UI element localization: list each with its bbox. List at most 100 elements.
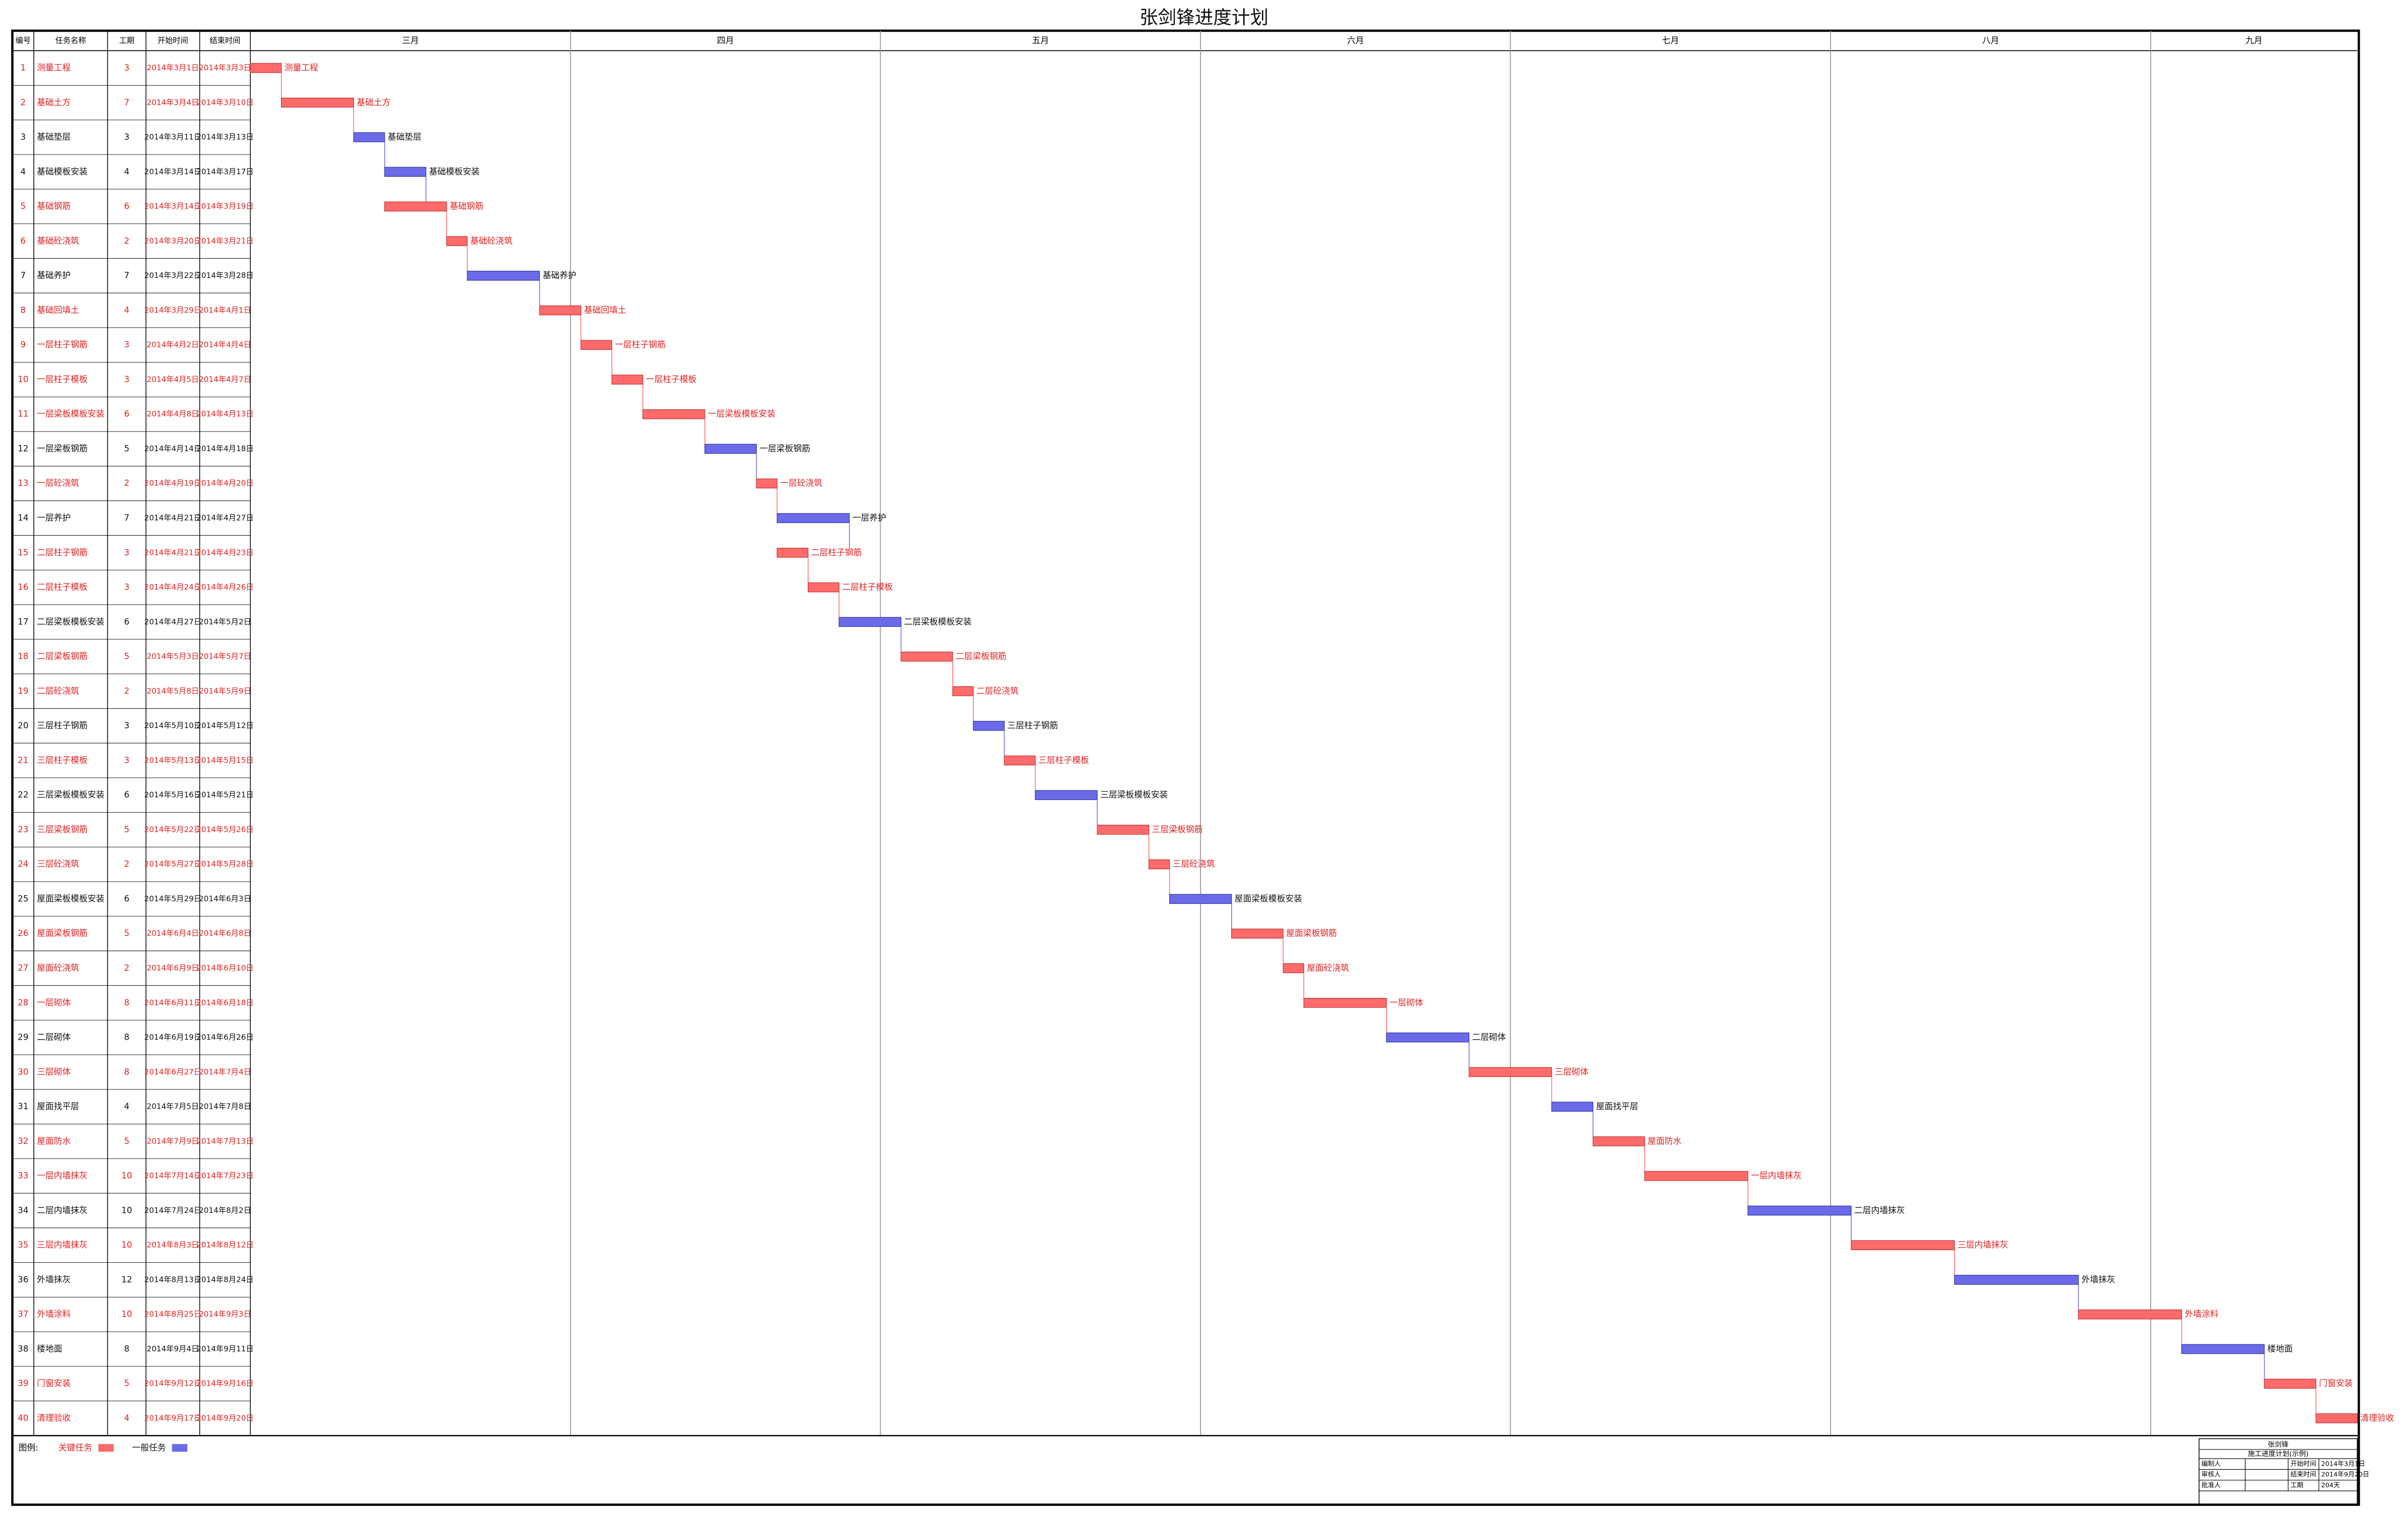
task-start: 2014年3月29日: [144, 306, 201, 315]
task-id: 32: [18, 1136, 28, 1146]
bar-label: 一层梁板模板安装: [708, 409, 775, 419]
task-start: 2014年3月14日: [144, 202, 201, 211]
task-duration: 2: [124, 236, 129, 246]
task-id: 1: [21, 62, 26, 73]
task-duration: 6: [124, 616, 129, 626]
task-bar: [1303, 998, 1387, 1008]
task-end: 2014年9月16日: [196, 1379, 254, 1388]
info-box: [2199, 1438, 2358, 1505]
task-start: 2014年4月24日: [144, 583, 201, 592]
legend-swatch: [98, 1444, 114, 1452]
bar-label: 二层梁板模板安装: [904, 616, 971, 626]
month-label: 八月: [1982, 35, 1999, 45]
task-name: 门窗安装: [37, 1378, 70, 1388]
task-bar: [2264, 1379, 2316, 1389]
task-bar: [353, 132, 385, 142]
info-cell: 开始时间: [2291, 1460, 2316, 1468]
bar-label: 门窗安装: [2319, 1378, 2353, 1388]
task-start: 2014年5月13日: [144, 756, 201, 765]
task-name: 屋面防水: [37, 1136, 70, 1146]
bar-label: 二层柱子钢筋: [811, 547, 862, 557]
task-id: 15: [18, 547, 28, 557]
task-duration: 7: [124, 270, 129, 280]
info-owner: 张剑锋: [2268, 1441, 2289, 1449]
task-start: 2014年3月1日: [147, 63, 199, 73]
task-duration: 6: [124, 201, 129, 211]
task-end: 2014年3月21日: [196, 236, 254, 245]
task-name: 基础钢筋: [37, 201, 70, 211]
task-name: 楼地面: [37, 1343, 62, 1353]
task-duration: 5: [124, 928, 129, 938]
month-label: 七月: [1662, 35, 1679, 45]
bar-label: 外墙抹灰: [2082, 1274, 2115, 1284]
task-name: 二层柱子模板: [37, 582, 88, 592]
info-cell: 204天: [2321, 1482, 2340, 1489]
task-name: 基础土方: [37, 97, 70, 107]
task-end: 2014年7月23日: [196, 1171, 254, 1180]
bar-label: 三层梁板模板安装: [1100, 789, 1168, 800]
chart-title: 张剑锋进度计划: [1140, 7, 1268, 28]
task-start: 2014年5月29日: [144, 894, 201, 903]
task-duration: 3: [124, 547, 129, 557]
task-duration: 3: [124, 720, 129, 731]
task-name: 外墙抹灰: [37, 1274, 70, 1284]
task-name: 基础养护: [37, 270, 70, 280]
task-start: 2014年7月14日: [144, 1171, 201, 1180]
task-duration: 10: [121, 1309, 132, 1319]
column-header: 工期: [119, 36, 134, 45]
task-id: 2: [21, 97, 26, 107]
bar-label: 一层砼浇筑: [780, 478, 822, 488]
bar-label: 三层梁板钢筋: [1152, 824, 1203, 834]
task-duration: 5: [124, 443, 129, 453]
task-end: 2014年5月7日: [199, 652, 251, 661]
task-duration: 4: [124, 305, 129, 315]
info-subtitle: 施工进度计划(示例): [2248, 1450, 2308, 1458]
bar-label: 楼地面: [2268, 1343, 2293, 1353]
task-end: 2014年5月26日: [196, 825, 254, 834]
task-start: 2014年5月8日: [147, 686, 199, 695]
task-bar: [250, 63, 282, 73]
task-name: 外墙涂料: [37, 1309, 70, 1319]
bar-label: 基础土方: [357, 97, 390, 107]
task-bar: [1004, 755, 1036, 766]
bar-label: 屋面找平层: [1596, 1101, 1639, 1111]
task-bar: [1097, 825, 1150, 835]
task-duration: 8: [124, 1032, 129, 1042]
task-start: 2014年5月27日: [144, 859, 201, 869]
bar-label: 一层砌体: [1389, 997, 1423, 1007]
task-start: 2014年4月2日: [147, 340, 199, 349]
task-duration: 7: [124, 513, 129, 523]
task-bar: [1551, 1102, 1594, 1112]
task-bar: [446, 236, 468, 246]
task-id: 38: [18, 1343, 28, 1353]
task-duration: 4: [124, 1413, 129, 1423]
task-duration: 6: [124, 789, 129, 800]
bar-label: 基础砼浇筑: [470, 236, 513, 246]
legend-title: 图例:: [19, 1442, 38, 1453]
task-bar: [281, 98, 354, 108]
task-end: 2014年5月2日: [199, 617, 251, 626]
task-name: 屋面砼浇筑: [37, 963, 79, 973]
bar-label: 基础钢筋: [450, 201, 483, 211]
bar-label: 二层砌体: [1472, 1032, 1506, 1042]
task-duration: 10: [121, 1205, 132, 1215]
task-name: 一层内墙抹灰: [37, 1171, 88, 1181]
task-name: 基础垫层: [37, 132, 70, 142]
month-label: 六月: [1347, 35, 1364, 45]
task-bar: [1035, 790, 1098, 800]
task-start: 2014年6月27日: [144, 1067, 201, 1076]
task-start: 2014年3月22日: [144, 271, 201, 280]
task-id: 33: [18, 1171, 28, 1181]
task-id: 13: [18, 478, 28, 488]
task-end: 2014年4月13日: [196, 409, 254, 418]
task-start: 2014年4月8日: [147, 409, 199, 418]
task-duration: 3: [124, 132, 129, 142]
bar-label: 三层砼浇筑: [1173, 859, 1215, 869]
task-duration: 10: [121, 1171, 132, 1181]
task-end: 2014年8月12日: [196, 1241, 254, 1250]
task-end: 2014年4月26日: [196, 583, 254, 592]
bar-label: 基础模板安装: [429, 166, 480, 176]
column-header: 任务名称: [55, 36, 86, 45]
task-name: 二层梁板钢筋: [37, 651, 88, 661]
month-label: 三月: [402, 35, 419, 45]
